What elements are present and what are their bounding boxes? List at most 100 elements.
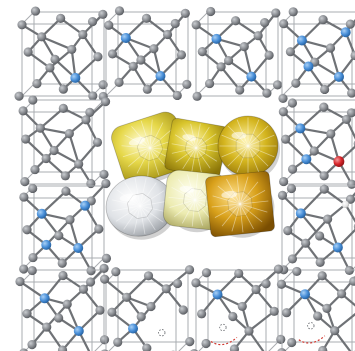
carbon-atom [88, 91, 98, 101]
facet-line [139, 190, 165, 207]
carbon-atom [142, 84, 152, 94]
carbon-atom [81, 115, 91, 125]
carbon-atom [277, 190, 288, 200]
nitrogen-atom [73, 326, 84, 337]
facet-line [221, 134, 249, 147]
carbon-atom [15, 276, 25, 287]
carbon-atom [319, 184, 329, 194]
facet-line [236, 175, 241, 205]
carbon-atom [176, 50, 187, 60]
carbon-atom [280, 134, 291, 144]
carbon-atom [272, 80, 283, 90]
carbon-atom [41, 153, 51, 164]
cell-edge [105, 83, 119, 97]
vacancy-path [298, 335, 326, 344]
carbon-atom [93, 52, 103, 62]
cell-edge [268, 341, 279, 351]
oxygen-atom [333, 156, 345, 167]
carbon-atom [191, 278, 201, 288]
carbon-atom [49, 145, 59, 156]
facet-line [174, 199, 196, 218]
bond [254, 288, 276, 313]
carbon-atom [136, 55, 146, 65]
facet-line [221, 203, 241, 227]
nitrogen-atom [340, 27, 351, 38]
carbon-atom [94, 224, 104, 234]
carbon-atom [286, 183, 297, 194]
carbon-atom [322, 303, 332, 313]
carbon-atom [30, 164, 40, 175]
table-facet [127, 193, 153, 219]
carbon-atom [56, 13, 66, 23]
bond [125, 274, 150, 299]
lattice-panel-nitrogen-oxygen [278, 98, 355, 189]
facet-line [191, 199, 196, 227]
cell-edge [351, 266, 355, 271]
gemstones-photo [105, 111, 280, 240]
vacancy-site [307, 322, 315, 330]
carbon-atom [57, 345, 68, 351]
table-facet [183, 188, 207, 212]
lattice-panel-nitrogen-hydrogen [277, 183, 355, 276]
bond [219, 45, 246, 68]
bond [45, 132, 71, 160]
orange-yellow-radiant-diamond [205, 170, 275, 238]
facet-line [139, 205, 146, 235]
carbon-atom [27, 265, 37, 276]
facet-line [169, 199, 196, 208]
carbon-atom [239, 41, 249, 52]
carbon-atom [318, 345, 328, 351]
cell-edge [94, 341, 105, 351]
facet-line [194, 199, 203, 226]
yellow-radiant-diamond [164, 117, 228, 179]
stone-highlight [231, 131, 247, 140]
carbon-atom [101, 253, 112, 263]
bond [326, 218, 339, 249]
bond [243, 45, 253, 78]
carbon-atom [28, 183, 38, 194]
carbon-atom [292, 266, 302, 277]
carbon-atom [100, 97, 111, 107]
facet-line [239, 203, 263, 223]
lattice-panel-nitrogen-pair [98, 6, 192, 102]
nitrogen-atom [155, 71, 166, 82]
facet-line [134, 177, 141, 207]
carbon-atom [285, 47, 296, 57]
carbon-atom [244, 326, 254, 336]
carbon-atom [19, 348, 28, 351]
facet-line [239, 181, 259, 205]
carbon-atom [114, 6, 125, 16]
lattice-panel-pristine [18, 95, 111, 189]
carbon-atom [58, 270, 68, 281]
carbon-atom [20, 176, 30, 187]
carbon-atom [330, 326, 340, 336]
bond [344, 203, 355, 223]
carbon-atom [61, 186, 71, 196]
facet-line [139, 205, 156, 231]
facet-line [194, 199, 213, 221]
carbon-atom [325, 43, 336, 53]
facet-line [149, 119, 153, 149]
bond [304, 218, 329, 245]
carbon-atom [27, 340, 37, 350]
carbon-atom [216, 62, 226, 72]
carbon-atom [30, 6, 41, 16]
facet-line [227, 145, 249, 167]
bond [39, 127, 71, 135]
facet-line [247, 119, 260, 147]
carbon-atom [99, 169, 109, 179]
bond [305, 132, 332, 161]
carbon-atom [192, 91, 202, 101]
carbon-atom [99, 335, 110, 345]
carbon-atom [288, 7, 298, 17]
facet-line [239, 203, 244, 233]
bond [299, 106, 325, 130]
nitrogen-atom [128, 323, 139, 334]
carbon-atom [146, 301, 156, 312]
carbon-atom [104, 20, 114, 30]
bond [48, 48, 73, 69]
carbon-atom [122, 292, 132, 302]
facet-line [195, 126, 210, 149]
vacancy-site [219, 323, 227, 332]
